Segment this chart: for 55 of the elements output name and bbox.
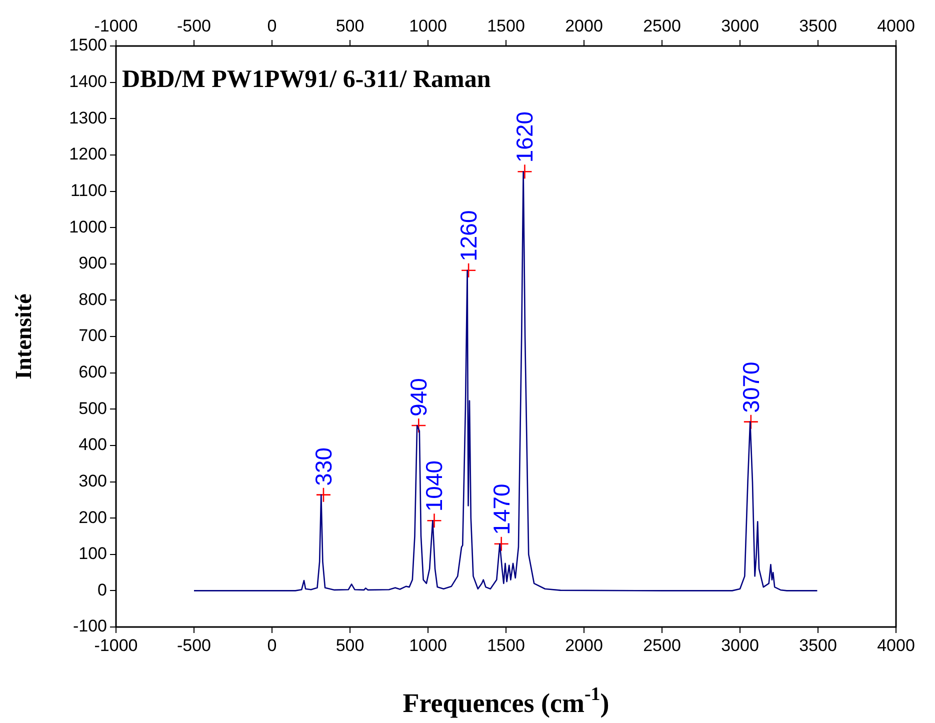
x2-tick-label: 3000: [721, 16, 759, 36]
x-tick-label: 4000: [877, 636, 915, 655]
y-tick-label: 1200: [69, 144, 107, 164]
y-tick-label: 700: [78, 326, 107, 346]
y-tick-label: -100: [72, 616, 107, 636]
x-tick-label: 3500: [799, 636, 837, 655]
y-tick-label: 1400: [69, 72, 107, 91]
point: [743, 414, 759, 430]
x2-tick-label: -1000: [94, 16, 138, 36]
y-tick-label: 1100: [70, 180, 107, 200]
x2-tick-label: 500: [336, 16, 364, 36]
x-tick-label: 2500: [643, 636, 681, 655]
y-tick-label: 300: [78, 471, 107, 490]
x-tick-label: 1000: [409, 636, 447, 655]
point: [517, 164, 532, 180]
y-tick-label: 800: [78, 290, 107, 309]
x-tick-label: -1000: [94, 636, 138, 655]
y-axis-title: Intensité: [11, 294, 36, 380]
y-tick-label: 100: [78, 544, 107, 564]
x2-tick-label: -500: [176, 16, 212, 36]
point: [316, 487, 332, 502]
x2-tick-label: 0: [267, 16, 277, 36]
y-tick-label: 900: [78, 254, 107, 273]
x2-tick-label: 3500: [799, 16, 837, 36]
y-tick-label: 500: [78, 398, 107, 418]
x2-tick-label: 1500: [487, 16, 525, 36]
x-tick-label: 3000: [721, 636, 759, 655]
x2-tick-label: 2500: [643, 16, 681, 36]
y-tick-label: 1500: [69, 36, 107, 55]
point: [410, 418, 426, 434]
annotation: 1260: [456, 210, 482, 262]
annotation: 1470: [488, 484, 514, 535]
y-tick-label: 0: [98, 580, 107, 600]
x2-tick-label: 2000: [565, 16, 603, 36]
point: [460, 262, 476, 278]
y-tick-label: 1300: [69, 108, 107, 128]
x-tick-label: 1500: [487, 636, 525, 655]
x2-tick-label: 4000: [877, 16, 915, 36]
text: DBD/M PW1PW91/ 6-311/ Raman: [122, 66, 491, 93]
annotation: 1620: [512, 111, 538, 163]
x2-tick-label: 1000: [409, 16, 447, 36]
annotation: 3070: [738, 362, 764, 413]
point: [494, 536, 509, 552]
point: [426, 512, 442, 528]
x-tick-label: 0: [267, 636, 277, 655]
y-tick-label: 400: [78, 435, 107, 454]
x-tick-label: -500: [176, 636, 212, 655]
y-tick-label: 200: [78, 508, 107, 527]
y-tick-label: 1000: [69, 217, 107, 236]
annotation: 1040: [421, 460, 448, 512]
annotation: 940: [406, 378, 432, 416]
annotation: 330: [310, 447, 336, 486]
x-tick-label: 500: [336, 636, 364, 655]
x-tick-label: 2000: [565, 636, 603, 655]
y-tick-label: 600: [78, 362, 107, 382]
